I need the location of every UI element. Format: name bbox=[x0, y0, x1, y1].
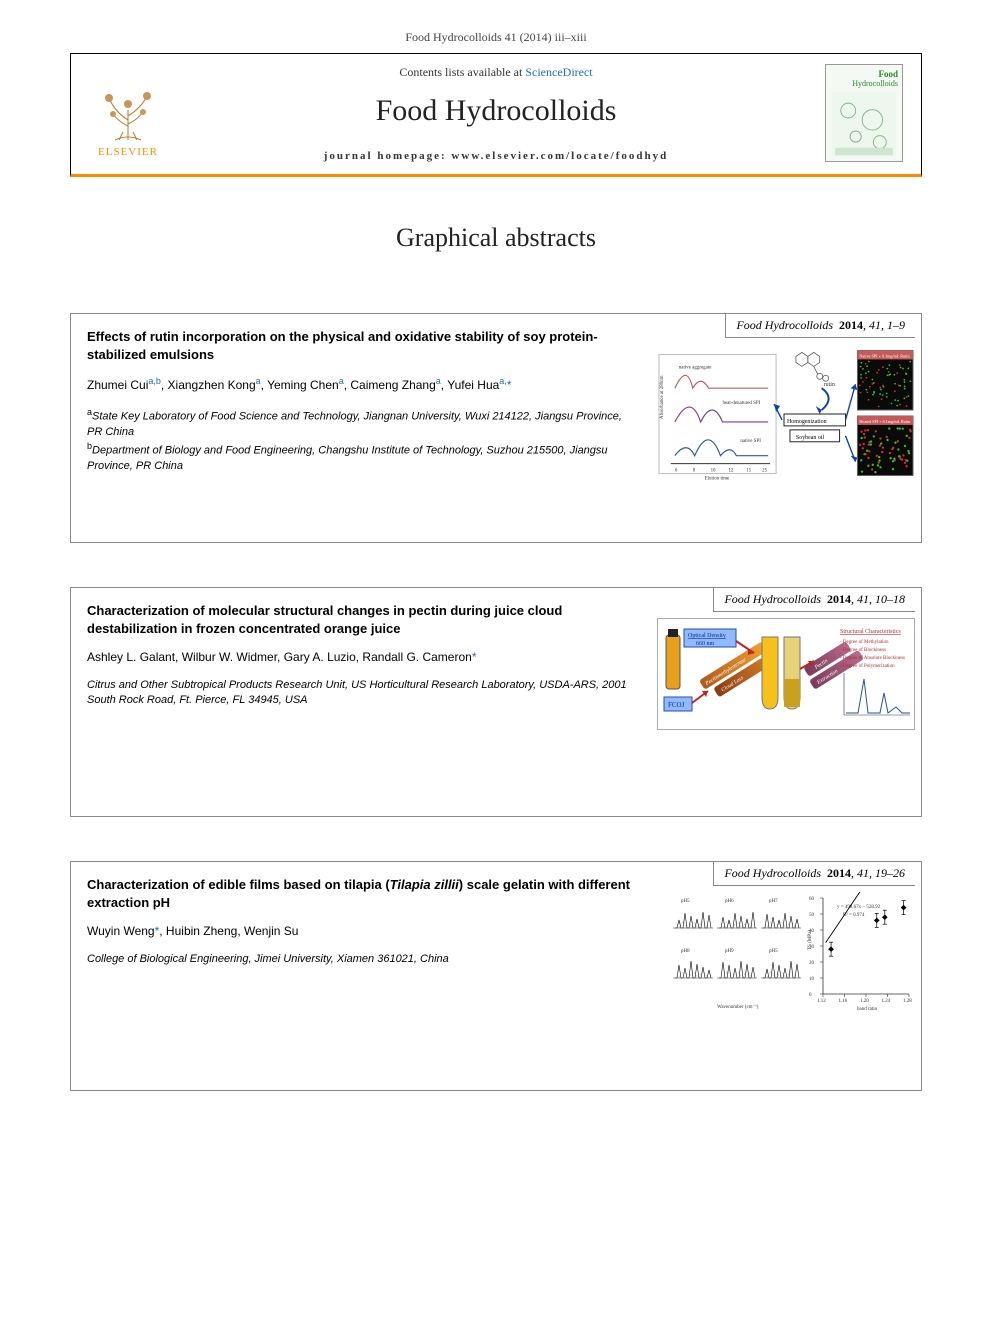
svg-text:rutin: rutin bbox=[824, 382, 835, 388]
article-authors: Zhumei Cuia,b, Xiangzhen Konga, Yeming C… bbox=[87, 375, 637, 394]
svg-text:10: 10 bbox=[711, 469, 716, 474]
svg-text:native aggregate: native aggregate bbox=[679, 365, 712, 370]
journal-title: Food Hydrocolloids bbox=[183, 94, 809, 128]
svg-text:1.28: 1.28 bbox=[903, 999, 912, 1004]
journal-homepage-line: journal homepage: www.elsevier.com/locat… bbox=[183, 150, 809, 162]
header-center: Contents lists available at ScienceDirec… bbox=[183, 65, 809, 162]
svg-text:Soybean oil: Soybean oil bbox=[796, 435, 825, 441]
svg-text:Structural Characteristics: Structural Characteristics bbox=[840, 629, 901, 635]
svg-text:pH8: pH8 bbox=[681, 949, 690, 954]
abstract-right: Food Hydrocolloids 2014, 41, 10–18 Optic… bbox=[651, 588, 921, 816]
article-affiliations: College of Biological Engineering, Jimei… bbox=[87, 952, 637, 967]
abstract-text-block: Characterization of molecular structural… bbox=[71, 588, 651, 816]
svg-text:12: 12 bbox=[728, 469, 733, 474]
abstract-text-block: Effects of rutin incorporation on the ph… bbox=[71, 314, 651, 542]
article-authors: Wuyin Weng*, Huibin Zheng, Wenjin Su bbox=[87, 923, 637, 940]
cover-art-icon bbox=[830, 92, 898, 157]
svg-text:pH9: pH9 bbox=[725, 949, 734, 954]
graphical-abstract-thumb: pH5 pH6 pH7 pH8 pH9 pH5 Wavenumber (cm⁻¹) 0 10… bbox=[657, 892, 915, 1017]
sciencedirect-link[interactable]: ScienceDirect bbox=[525, 65, 592, 79]
svg-text:- Degree of Blockiness: - Degree of Blockiness bbox=[840, 648, 886, 653]
svg-text:R² = 0.974: R² = 0.974 bbox=[843, 912, 865, 918]
article-authors: Ashley L. Galant, Wilbur W. Widmer, Gary… bbox=[87, 649, 637, 666]
article-title[interactable]: Effects of rutin incorporation on the ph… bbox=[87, 328, 637, 363]
article-title[interactable]: Characterization of edible films based o… bbox=[87, 876, 637, 911]
citation-year: 2014 bbox=[836, 318, 863, 332]
svg-text:0: 0 bbox=[809, 993, 812, 998]
citation-journal: Food Hydrocolloids bbox=[724, 866, 821, 880]
article-title[interactable]: Characterization of molecular structural… bbox=[87, 602, 637, 637]
article-affiliations: Citrus and Other Subtropical Products Re… bbox=[87, 678, 637, 709]
cover-title-2: Hydrocolloids bbox=[830, 79, 898, 88]
svg-text:y = 498.67x − 528.92: y = 498.67x − 528.92 bbox=[837, 905, 881, 910]
svg-text:20: 20 bbox=[809, 961, 815, 966]
abstract-text-block: Characterization of edible films based o… bbox=[71, 862, 651, 1090]
svg-text:Wavenumber (cm⁻¹): Wavenumber (cm⁻¹) bbox=[717, 1004, 759, 1010]
graphical-abstract-thumb: Optical Density 660 nm FCOJ Pectinmethyl… bbox=[657, 618, 915, 730]
citation-pages: , 41, 1–9 bbox=[863, 318, 905, 332]
svg-text:Absorbance at 280nm: Absorbance at 280nm bbox=[660, 375, 665, 419]
abstract-card-1: Effects of rutin incorporation on the ph… bbox=[70, 313, 922, 543]
svg-text:Homogenization: Homogenization bbox=[787, 419, 827, 425]
svg-text:heat-denatured SPI: heat-denatured SPI bbox=[722, 401, 760, 406]
svg-text:- Degree of Polymerization: - Degree of Polymerization bbox=[840, 664, 895, 669]
svg-text:pH6: pH6 bbox=[725, 899, 734, 904]
svg-text:Optical Density: Optical Density bbox=[688, 633, 726, 639]
abstract-card-2: Characterization of molecular structural… bbox=[70, 587, 922, 817]
cover-title-1: Food bbox=[830, 69, 898, 79]
citation-pages: , 41, 10–18 bbox=[851, 592, 905, 606]
svg-text:25: 25 bbox=[762, 469, 767, 474]
svg-text:Heated SPI + 0.1mg/mL Rutin: Heated SPI + 0.1mg/mL Rutin bbox=[859, 419, 911, 424]
svg-text:pH5: pH5 bbox=[681, 899, 690, 904]
svg-text:1.12: 1.12 bbox=[817, 999, 826, 1004]
svg-text:1.20: 1.20 bbox=[860, 999, 869, 1004]
abstract-card-3: Characterization of edible films based o… bbox=[70, 861, 922, 1091]
graphical-abstract-thumb: Absorbance at 280nm native aggregate hea… bbox=[657, 344, 915, 489]
svg-text:1.24: 1.24 bbox=[882, 999, 891, 1004]
svg-text:10: 10 bbox=[809, 977, 815, 982]
svg-text:50: 50 bbox=[809, 913, 815, 918]
journal-page: Food Hydrocolloids 41 (2014) iii–xiii bbox=[0, 0, 992, 1175]
svg-text:60: 60 bbox=[809, 897, 815, 902]
article-citation: Food Hydrocolloids 2014, 41, 10–18 bbox=[713, 588, 915, 612]
article-citation: Food Hydrocolloids 2014, 41, 1–9 bbox=[725, 314, 915, 338]
elsevier-wordmark: ELSEVIER bbox=[98, 146, 158, 158]
section-title: Graphical abstracts bbox=[70, 223, 922, 253]
article-citation: Food Hydrocolloids 2014, 41, 19–26 bbox=[713, 862, 915, 886]
top-journal-reference: Food Hydrocolloids 41 (2014) iii–xiii bbox=[70, 30, 922, 45]
svg-text:660 nm: 660 nm bbox=[696, 641, 715, 647]
elsevier-logo: ELSEVIER bbox=[89, 68, 167, 158]
svg-text:Native SPI + 0.1mg/mL Rutin: Native SPI + 0.1mg/mL Rutin bbox=[859, 353, 910, 358]
svg-text:native SPI: native SPI bbox=[740, 439, 761, 444]
svg-text:TS (MPa): TS (MPa) bbox=[808, 930, 813, 950]
abstract-right: Food Hydrocolloids 2014, 41, 19–26 pH5pH… bbox=[651, 862, 921, 1090]
journal-header: ELSEVIER Contents lists available at Sci… bbox=[70, 53, 922, 177]
svg-text:- Degree of Methylation: - Degree of Methylation bbox=[840, 640, 889, 645]
citation-year: 2014 bbox=[824, 592, 851, 606]
svg-text:band ratio: band ratio bbox=[857, 1007, 878, 1012]
citation-year: 2014 bbox=[824, 866, 851, 880]
citation-pages: , 41, 19–26 bbox=[851, 866, 905, 880]
citation-journal: Food Hydrocolloids bbox=[724, 592, 821, 606]
citation-journal: Food Hydrocolloids bbox=[736, 318, 833, 332]
elsevier-tree-icon bbox=[93, 74, 163, 144]
svg-text:1.16: 1.16 bbox=[839, 999, 848, 1004]
article-affiliations: aState Key Laboratory of Food Science an… bbox=[87, 406, 637, 475]
svg-text:15: 15 bbox=[746, 469, 751, 474]
svg-text:FCOJ: FCOJ bbox=[668, 701, 685, 709]
abstract-right: Food Hydrocolloids 2014, 41, 1–9 Absorba… bbox=[651, 314, 921, 542]
contents-prefix: Contents lists available at bbox=[399, 65, 525, 79]
svg-text:Elution time: Elution time bbox=[705, 476, 730, 481]
svg-text:pH7: pH7 bbox=[769, 899, 778, 904]
journal-cover-thumb: Food Hydrocolloids bbox=[825, 64, 903, 162]
svg-text:pH5: pH5 bbox=[769, 949, 778, 954]
svg-text:- Degree of Absolute Blockines: - Degree of Absolute Blockiness bbox=[840, 656, 905, 661]
contents-lists-line: Contents lists available at ScienceDirec… bbox=[183, 65, 809, 80]
